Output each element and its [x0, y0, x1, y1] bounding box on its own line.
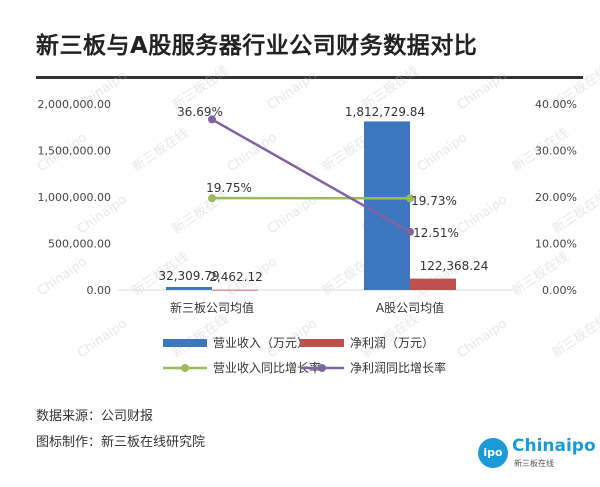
logo-text: Chinaipo [512, 436, 596, 456]
chinaipo-logo: ipo Chinaipo 新三板在线 [478, 434, 596, 474]
legend-label: 净利润同比增长率 [350, 360, 446, 375]
line-point [208, 194, 216, 203]
watermark-text: Chinaipo [455, 192, 510, 237]
watermark-text: Chinaipo [35, 254, 90, 299]
x-tick-label: A股公司均值 [376, 300, 444, 315]
bar-data-label: 1,812,729.84 [345, 105, 425, 119]
legend-label: 营业收入同比增长率 [213, 360, 321, 375]
y-left-tick-label: 1,000,000.00 [38, 191, 111, 204]
bar-data-label: 2,462.12 [209, 270, 262, 284]
logo-badge: ipo [478, 438, 508, 468]
watermark-text: Chinaipo [75, 316, 130, 361]
revenue-bar [364, 121, 410, 290]
line-data-label: 36.69% [177, 105, 223, 119]
line-point [208, 115, 216, 124]
y-right-tick-label: 40.00% [535, 98, 577, 111]
line-data-label: 19.73% [411, 194, 457, 208]
y-left-tick-label: 2,000,000.00 [38, 98, 111, 111]
logo-subtitle: 新三板在线 [514, 459, 554, 468]
watermark-text: Chinaipo [265, 68, 320, 113]
title-rule [36, 76, 583, 79]
line-point [406, 227, 414, 236]
chart: Chinaipo 新三板在线 Chinaipo 新三板在线 Chinaipo 新三板在线C… [35, 63, 600, 375]
profit-bar [410, 278, 456, 290]
y-right-tick-label: 10.00% [535, 238, 577, 251]
legend-marker [181, 364, 189, 372]
legend-swatch [163, 339, 207, 347]
data-labels: 32,309.79 1,812,729.84 2,462.12 122,368.24 1… [158, 105, 488, 284]
line-point [406, 194, 414, 203]
y-left-tick-label: 500,000.00 [48, 238, 111, 251]
legend-label: 净利润（万元） [350, 336, 434, 350]
chart-maker: 图标制作：新三板在线研究院 [36, 435, 206, 450]
y-left-tick-label: 0.00 [87, 284, 112, 297]
bars [166, 121, 456, 291]
y-right-tick-label: 0.00% [542, 284, 577, 297]
line-data-label: 12.51% [413, 226, 459, 240]
y-right-tick-label: 20.00% [535, 191, 577, 204]
profit-bar [212, 289, 258, 291]
watermark-text: 新三板在线 [549, 311, 600, 361]
x-tick-label: 新三板公司均值 [170, 300, 254, 315]
watermark-text: Chinaipo [455, 316, 510, 361]
y-right-tick-label: 30.00% [535, 145, 577, 158]
revenue-bar [166, 286, 212, 290]
bar-data-label: 32,309.79 [158, 269, 219, 283]
bar-data-label: 122,368.24 [420, 259, 489, 273]
watermark-text: Chinaipo [415, 130, 470, 175]
y-left-tick-label: 1,500,000.00 [38, 145, 111, 158]
lines [208, 115, 414, 236]
watermark-text: Chinaipo [455, 68, 510, 113]
data-source: 数据来源：公司财报 [36, 409, 154, 424]
legend: 营业收入（万元） 净利润（万元） 营业收入同比增长率 净利润同比增长率 [163, 336, 446, 375]
legend-swatch [300, 339, 344, 347]
watermark-layer: Chinaipo 新三板在线 Chinaipo 新三板在线 Chinaipo 新三板在线C… [35, 63, 600, 361]
watermark-text: 新三板在线 [129, 125, 191, 175]
profit-growth-line [211, 118, 411, 233]
chart-title: 新三板与A股服务器行业公司财务数据对比 [36, 33, 478, 59]
axes: 0.00 500,000.00 1,000,000.00 1,500,000.00 2,… [38, 98, 577, 315]
legend-label: 营业收入（万元） [213, 336, 309, 350]
line-data-label: 19.75% [206, 181, 252, 195]
legend-marker [318, 364, 326, 372]
